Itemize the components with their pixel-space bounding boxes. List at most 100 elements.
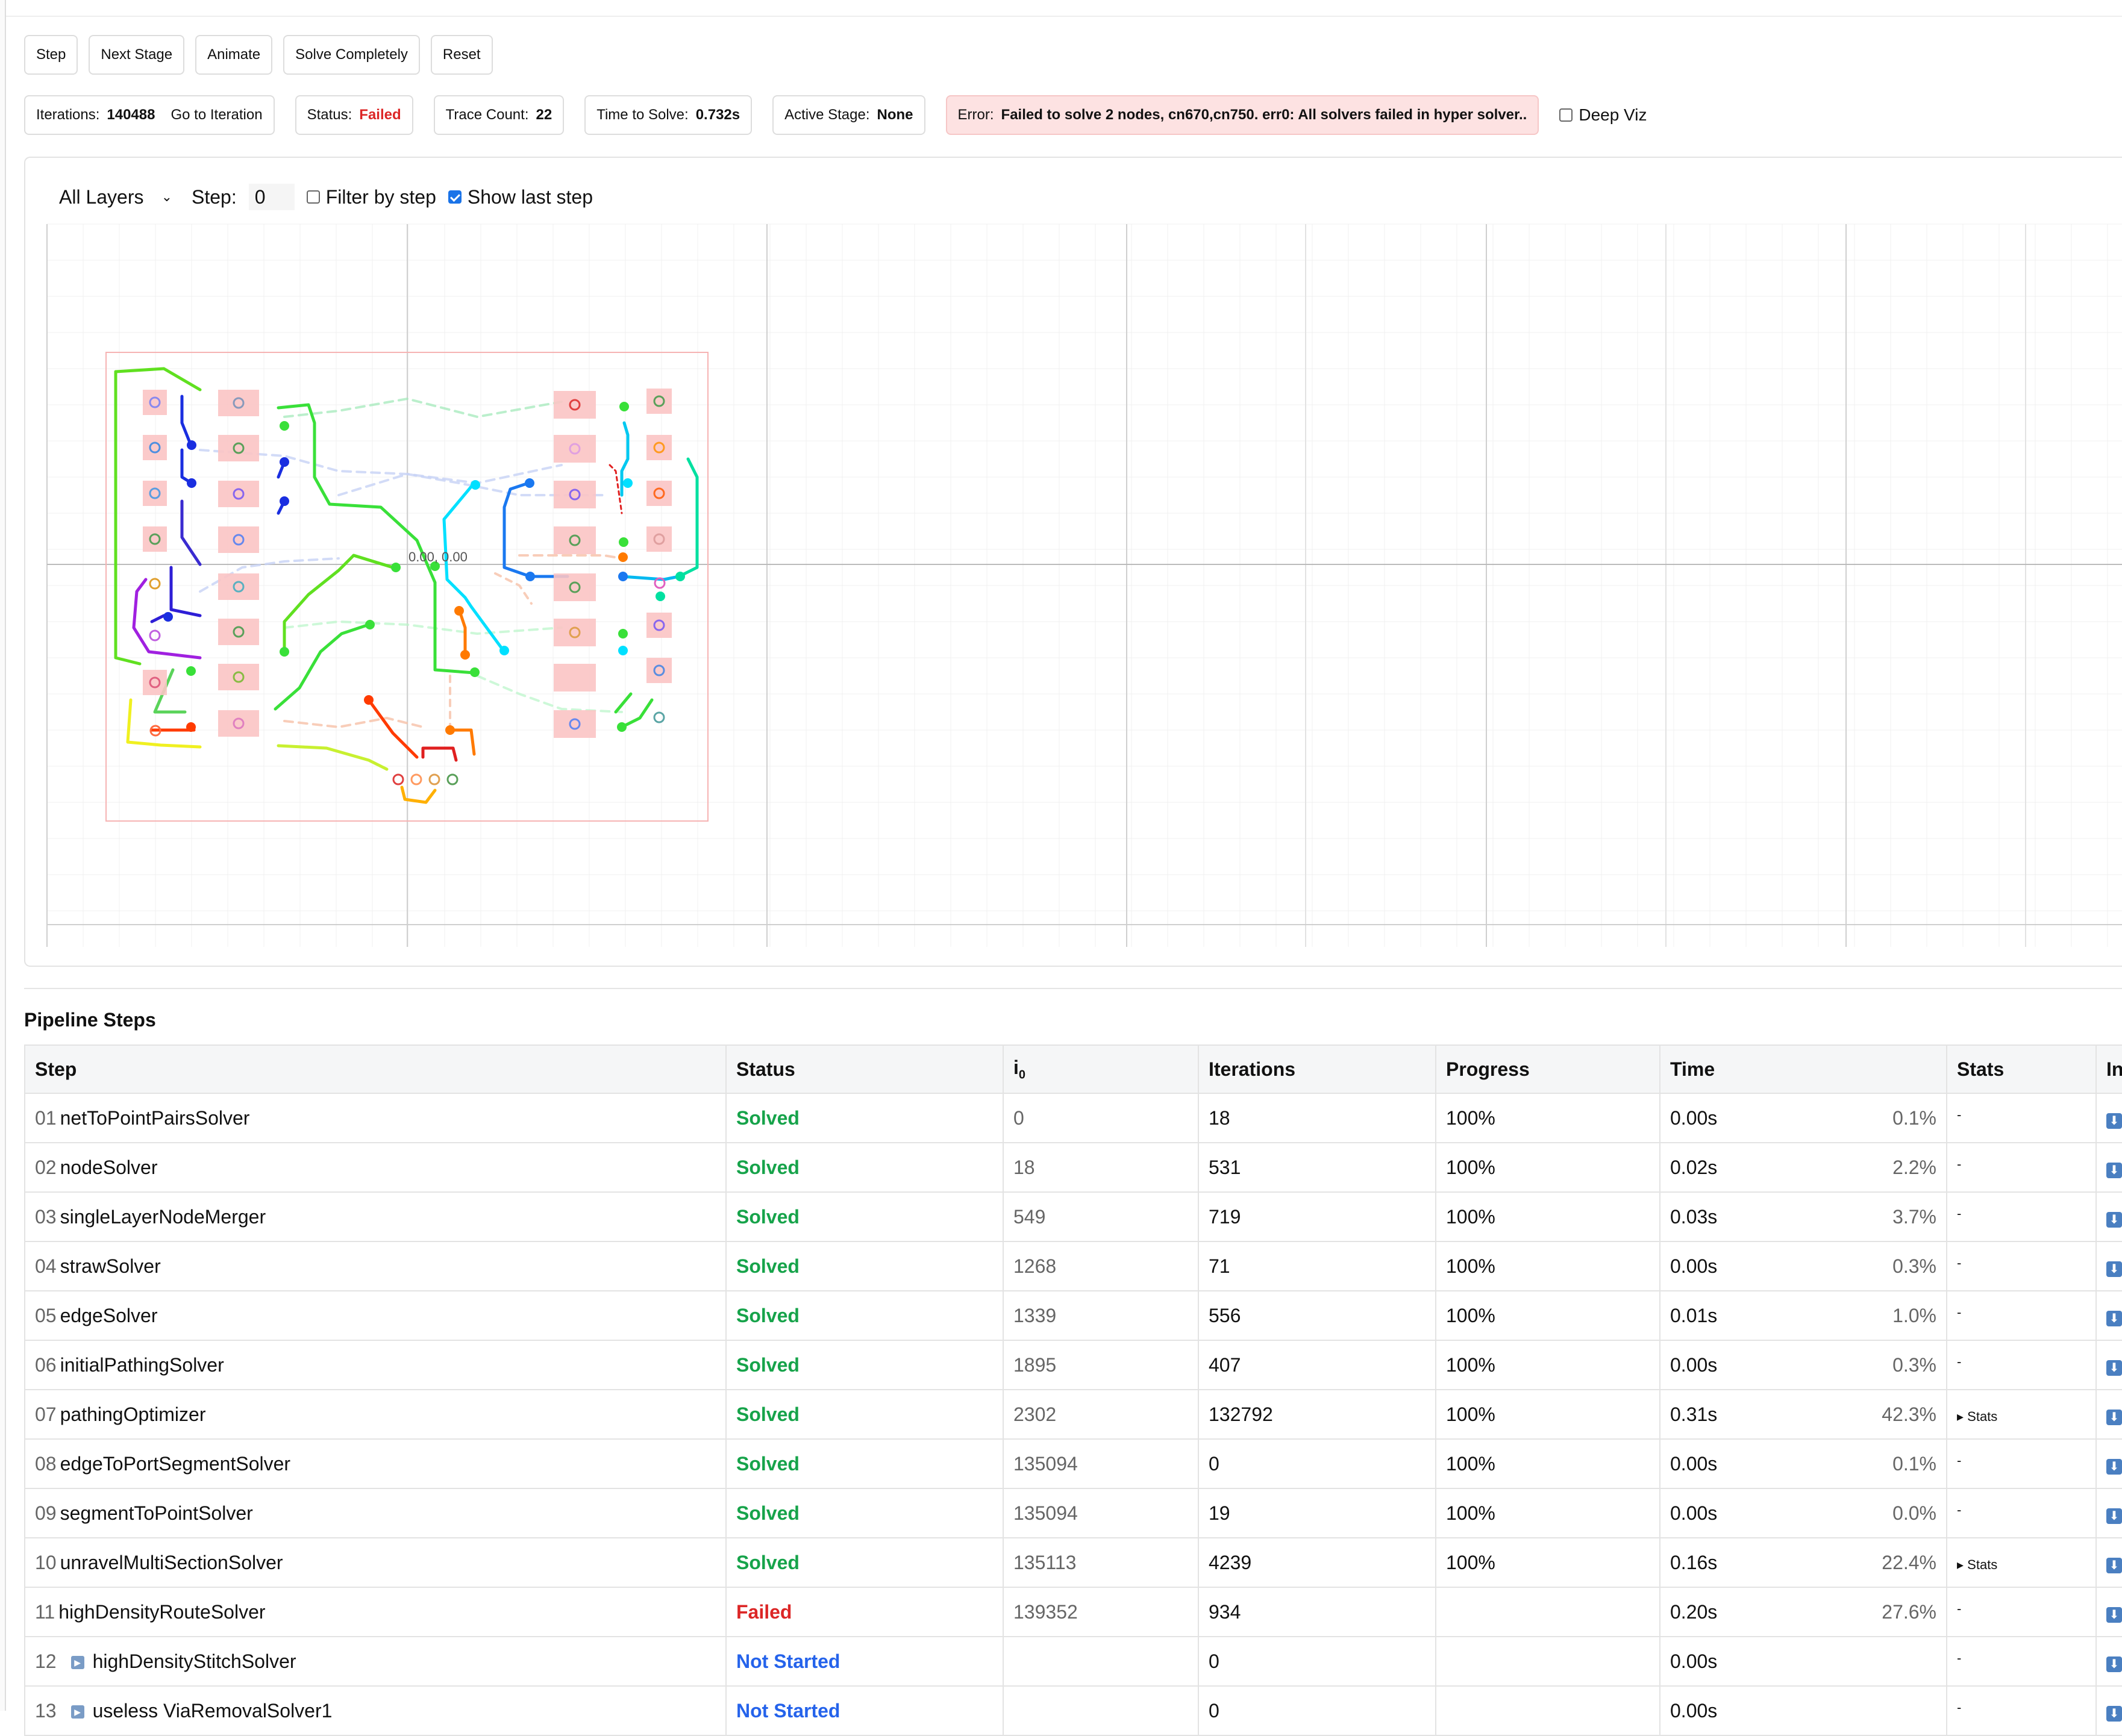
iterations-chip: Iterations: 140488 Go to Iteration [24, 95, 275, 135]
visualization-panel[interactable]: 0.00, 0.00 [24, 157, 2122, 967]
next-stage-button[interactable]: Next Stage [89, 35, 185, 75]
deep-viz-checkbox[interactable] [1559, 108, 1573, 122]
trace [150, 614, 166, 623]
table-row[interactable]: 04 strawSolver Solved 1268 71 100% 0.00s 0.3% - ⬇ [24, 1241, 2122, 1291]
step-button[interactable]: Step [24, 35, 78, 75]
stats-toggle: - [1957, 1600, 1962, 1616]
pad [646, 435, 672, 460]
col-time[interactable]: Time [1659, 1044, 1947, 1094]
table-row[interactable]: 02 nodeSolver Solved 18 531 100% 0.02s 2.2% - ⬇ [24, 1142, 2122, 1193]
table-row[interactable]: 13 ▶ useless ViaRemovalSolver1 Not Started 0… [24, 1685, 2122, 1736]
step-cell: 13 ▶ useless ViaRemovalSolver1 [24, 1685, 727, 1736]
download-icon[interactable]: ⬇ [2106, 1360, 2122, 1376]
animate-button[interactable]: Animate [195, 35, 273, 75]
deep-viz-toggle[interactable]: Deep Viz [1559, 105, 1647, 125]
time-cell: 0.00s 0.0% [1659, 1488, 1947, 1538]
trace-endpoint [460, 650, 470, 660]
download-icon[interactable]: ⬇ [2106, 1162, 2122, 1178]
step-name: pathingOptimizer [60, 1403, 206, 1425]
trace [614, 692, 633, 714]
download-icon[interactable]: ⬇ [2106, 1656, 2122, 1672]
i0-cell: 549 [1003, 1191, 1199, 1242]
via-marker [233, 717, 245, 729]
download-icon[interactable]: ⬇ [2106, 1261, 2122, 1277]
download-icon[interactable]: ⬇ [2106, 1606, 2122, 1623]
via-marker [233, 626, 245, 638]
col-status[interactable]: Status [725, 1044, 1004, 1094]
trace-endpoint [619, 402, 629, 411]
time-cell: 0.01s 1.0% [1659, 1290, 1947, 1341]
col-i0[interactable]: i0 [1003, 1044, 1199, 1094]
col-step[interactable]: Step [24, 1044, 727, 1094]
play-icon[interactable]: ▶ [70, 1705, 84, 1719]
download-icon[interactable]: ⬇ [2106, 1113, 2122, 1129]
table-row[interactable]: 08 edgeToPortSegmentSolver Solved 135094 0 10… [24, 1438, 2122, 1489]
download-icon[interactable]: ⬇ [2106, 1557, 2122, 1573]
stats-toggle: - [1957, 1502, 1962, 1517]
step-number: 12 [35, 1650, 57, 1672]
time-cell: 0.02s 2.2% [1659, 1142, 1947, 1193]
table-row[interactable]: 11 highDensityRouteSolver Failed 139352 934 0… [24, 1587, 2122, 1637]
reset-button[interactable]: Reset [430, 35, 493, 75]
show-last-step-checkbox[interactable] [448, 190, 462, 204]
stats-cell: - [1946, 1587, 2097, 1637]
step-number: 11 [35, 1600, 55, 1623]
table-row[interactable]: 05 edgeSolver Solved 1339 556 100% 0.01s 1.0% - ⬇ [24, 1290, 2122, 1341]
step-status: Not Started [736, 1650, 840, 1672]
download-icon[interactable]: ⬇ [2106, 1705, 2122, 1722]
table-row[interactable]: 07 pathingOptimizer Solved 2302 132792 100% 0.… [24, 1389, 2122, 1440]
col-iterations[interactable]: Iterations [1198, 1044, 1436, 1094]
section-divider [24, 988, 2122, 989]
filter-by-step-toggle[interactable]: Filter by step [306, 186, 436, 208]
table-row[interactable]: 10 unravelMultiSectionSolver Solved 135113 4… [24, 1537, 2122, 1588]
routing-canvas[interactable]: 0.00, 0.00 [25, 158, 2122, 967]
table-row[interactable]: 03 singleLayerNodeMerger Solved 549 719 100% 0… [24, 1191, 2122, 1242]
download-icon[interactable]: ⬇ [2106, 1458, 2122, 1475]
table-row[interactable]: 09 segmentToPointSolver Solved 135094 19 100%… [24, 1488, 2122, 1538]
layer-select[interactable]: All Layers ⌄ [35, 186, 180, 208]
step-time-pct: 27.6% [1882, 1600, 1936, 1623]
pad [143, 481, 167, 506]
table-row[interactable]: 01 netToPointPairsSolver Solved 0 18 100% 0.00… [24, 1093, 2122, 1143]
step-cell: 11 highDensityRouteSolver [24, 1587, 727, 1637]
trace-endpoint [618, 572, 628, 581]
stats-cell: - [1946, 1241, 2097, 1291]
stats-toggle[interactable]: ▸ Stats [1957, 1556, 1998, 1572]
i0-cell: 1268 [1003, 1241, 1199, 1291]
solve-completely-button[interactable]: Solve Completely [283, 35, 420, 75]
pad [646, 613, 672, 638]
trace [180, 448, 193, 485]
play-icon[interactable]: ▶ [70, 1656, 84, 1670]
time-to-solve-value: 0.732s [695, 107, 740, 123]
go-to-iteration-button[interactable]: Go to Iteration [171, 107, 263, 123]
table-row[interactable]: 06 initialPathingSolver Solved 1895 407 100% 0… [24, 1340, 2122, 1390]
col-in[interactable]: In [2095, 1044, 2122, 1094]
via-marker [233, 488, 245, 500]
pad [143, 526, 167, 552]
step-input[interactable]: 0 [248, 184, 295, 210]
show-last-step-toggle[interactable]: Show last step [448, 186, 593, 208]
via-marker [569, 534, 581, 546]
trace [283, 620, 563, 635]
download-icon[interactable]: ⬇ [2106, 1211, 2122, 1228]
pad [646, 389, 672, 414]
stats-toggle[interactable]: ▸ Stats [1957, 1408, 1998, 1424]
trace [367, 698, 419, 759]
col-progress[interactable]: Progress [1435, 1044, 1660, 1094]
step-time: 0.02s [1670, 1156, 1718, 1178]
pipeline-steps-title: Pipeline Steps [24, 1009, 156, 1031]
trace-endpoint [186, 666, 196, 676]
download-icon[interactable]: ⬇ [2106, 1409, 2122, 1425]
download-icon[interactable]: ⬇ [2106, 1508, 2122, 1524]
status-cell: Solved [725, 1142, 1004, 1193]
filter-by-step-checkbox[interactable] [306, 190, 320, 204]
input-cell: ⬇ [2095, 1093, 2122, 1143]
step-number: 02 [35, 1156, 57, 1178]
trace [502, 481, 569, 578]
col-stats[interactable]: Stats [1946, 1044, 2097, 1094]
pad [143, 670, 167, 695]
trace-endpoint [617, 722, 627, 732]
download-icon[interactable]: ⬇ [2106, 1310, 2122, 1326]
table-row[interactable]: 12 ▶ highDensityStitchSolver Not Started 0 0.… [24, 1636, 2122, 1687]
step-status: Failed [736, 1600, 792, 1623]
